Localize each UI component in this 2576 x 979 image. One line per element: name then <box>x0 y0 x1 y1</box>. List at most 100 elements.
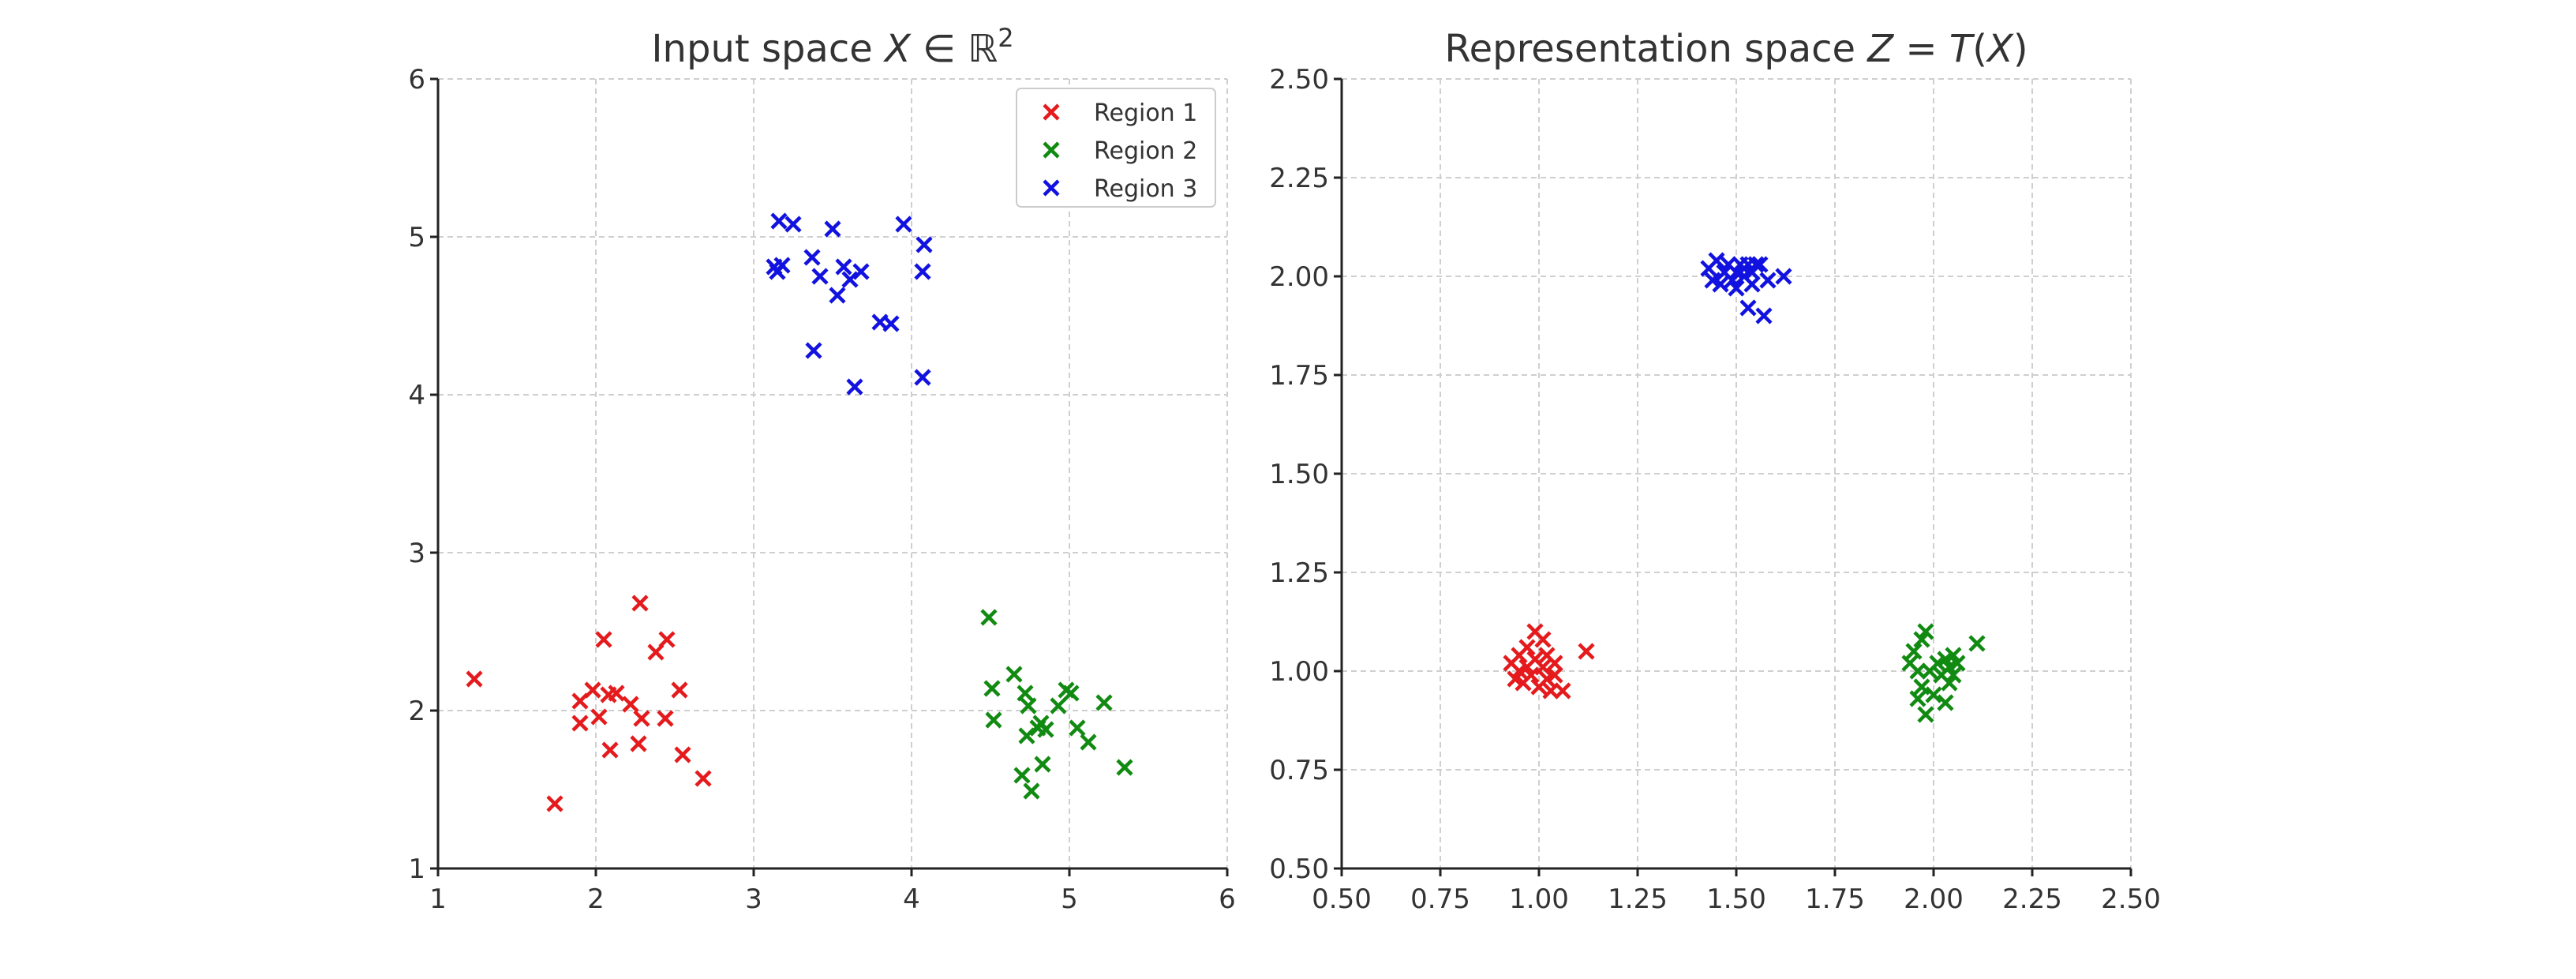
chart-title: Representation space Z = T(X) <box>1444 27 2027 71</box>
x-tick-label: 2.50 <box>2101 883 2161 915</box>
data-point-series-1 <box>630 735 647 752</box>
y-tick-label: 1 <box>408 853 425 885</box>
x-tick-label: 3 <box>745 883 762 915</box>
data-point-series-3 <box>829 287 846 304</box>
data-point-series-2 <box>1034 756 1051 773</box>
x-tick-label: 1.00 <box>1509 883 1569 915</box>
data-point-series-1 <box>1518 639 1536 656</box>
chart-title-part: T <box>1949 27 1975 71</box>
legend-label: Region 2 <box>1094 137 1197 165</box>
y-tick-label: 3 <box>408 538 425 569</box>
y-tick-label: 0.50 <box>1269 853 1329 885</box>
data-point-series-3 <box>835 258 852 276</box>
data-point-series-2 <box>1080 733 1097 751</box>
data-point-series-1 <box>622 696 639 713</box>
data-point-series-1 <box>590 708 608 726</box>
data-point-series-3 <box>1708 252 1725 269</box>
data-point-series-2 <box>1013 767 1031 784</box>
data-point-series-3 <box>914 369 931 386</box>
data-point-series-3 <box>895 216 912 233</box>
chart-title-part: Representation space <box>1444 27 1867 71</box>
data-point-series-2 <box>983 680 1001 697</box>
legend: Region 1 Region 2 Region 3 <box>1016 88 1216 208</box>
data-point-series-3 <box>811 268 829 285</box>
y-tick-label: 6 <box>408 64 425 96</box>
x-tick-label: 2.00 <box>1904 883 1964 915</box>
x-tick-label: 1.25 <box>1608 883 1668 915</box>
chart-title-part: ) <box>2013 27 2028 71</box>
data-point-series-3 <box>1755 307 1773 324</box>
legend-label: Region 3 <box>1094 175 1197 203</box>
data-point-series-3 <box>805 342 822 359</box>
legend-label: Region 1 <box>1094 99 1197 127</box>
data-point-series-2 <box>1945 666 1962 684</box>
data-point-series-2 <box>1913 678 1930 696</box>
data-point-series-3 <box>841 271 859 288</box>
data-point-series-2 <box>1018 727 1035 745</box>
data-point-series-2 <box>1905 643 1923 660</box>
data-point-series-2 <box>1023 782 1040 800</box>
y-tick-label: 4 <box>408 380 425 411</box>
data-point-series-1 <box>546 795 564 812</box>
data-point-series-3 <box>803 249 821 266</box>
data-point-series-1 <box>1534 631 1552 648</box>
data-point-series-2 <box>1925 686 1942 703</box>
data-point-series-2 <box>980 609 998 626</box>
data-point-series-2 <box>1069 719 1086 737</box>
chart-title-part: Z <box>1866 27 1894 71</box>
x-tick-label: 1.75 <box>1805 883 1865 915</box>
data-point-series-1 <box>671 681 688 699</box>
representation-space-plot: 0.50 0.75 1.00 1.25 1.50 1.75 2.00 2.25 2.50 0.50… <box>1269 27 2161 915</box>
data-point-series-1 <box>584 681 601 699</box>
data-point-series-1 <box>571 715 589 732</box>
data-point-series-1 <box>674 746 691 763</box>
data-point-series-2 <box>1937 694 1954 711</box>
x-tick-label: 1 <box>429 883 447 915</box>
data-point-series-1 <box>608 685 625 702</box>
data-point-series-3 <box>784 216 802 233</box>
x-tick-label: 0.50 <box>1312 883 1372 915</box>
legend-marker <box>1043 179 1060 197</box>
data-point-series-2 <box>1037 721 1054 738</box>
data-point-series-1 <box>1534 658 1552 676</box>
data-point-series-1 <box>658 631 676 648</box>
data-point-series-1 <box>631 595 649 612</box>
chart-title-part: X <box>1985 27 2014 71</box>
data-point-series-3 <box>1728 279 1745 297</box>
x-tick-label: 1.50 <box>1706 883 1766 915</box>
data-point-series-2 <box>1968 635 1986 652</box>
data-point-series-2 <box>1116 759 1133 776</box>
data-point-series-3 <box>773 257 791 274</box>
data-point-series-1 <box>1554 682 1571 700</box>
data-point-series-2 <box>1020 697 1037 715</box>
chart-title-part: ∈ ℝ <box>911 27 998 71</box>
data-point-series-3 <box>914 263 931 280</box>
data-point-series-3 <box>1759 272 1777 289</box>
y-tick-label: 2.25 <box>1269 163 1329 194</box>
data-point-series-2 <box>1909 690 1926 707</box>
data-point-series-1 <box>466 670 483 688</box>
data-point-series-1 <box>657 710 674 727</box>
data-point-series-2 <box>985 711 1002 729</box>
x-tick-label: 0.75 <box>1410 883 1470 915</box>
x-tick-label: 4 <box>903 883 920 915</box>
data-point-series-3 <box>1712 276 1729 293</box>
data-point-series-2 <box>1949 655 1966 672</box>
x-tick-label: 2.25 <box>2002 883 2062 915</box>
y-tick-label: 1.50 <box>1269 459 1329 490</box>
y-tick-label: 2 <box>408 696 425 727</box>
data-point-series-3 <box>1751 256 1769 273</box>
legend-box <box>1016 88 1216 208</box>
chart-title-part: ( <box>1972 27 1987 71</box>
y-tick-label: 2.00 <box>1269 261 1329 293</box>
y-tick-label: 1.00 <box>1269 656 1329 688</box>
data-point-series-2 <box>1917 706 1934 723</box>
y-tick-label: 1.25 <box>1269 557 1329 589</box>
x-tick-label: 5 <box>1061 883 1078 915</box>
data-point-series-2 <box>1095 694 1113 711</box>
y-tick-label: 2.50 <box>1269 64 1329 96</box>
legend-marker <box>1043 141 1060 159</box>
chart-title-part: Input space <box>651 27 885 71</box>
data-point-series-3 <box>882 315 900 332</box>
data-point-series-1 <box>695 770 712 787</box>
